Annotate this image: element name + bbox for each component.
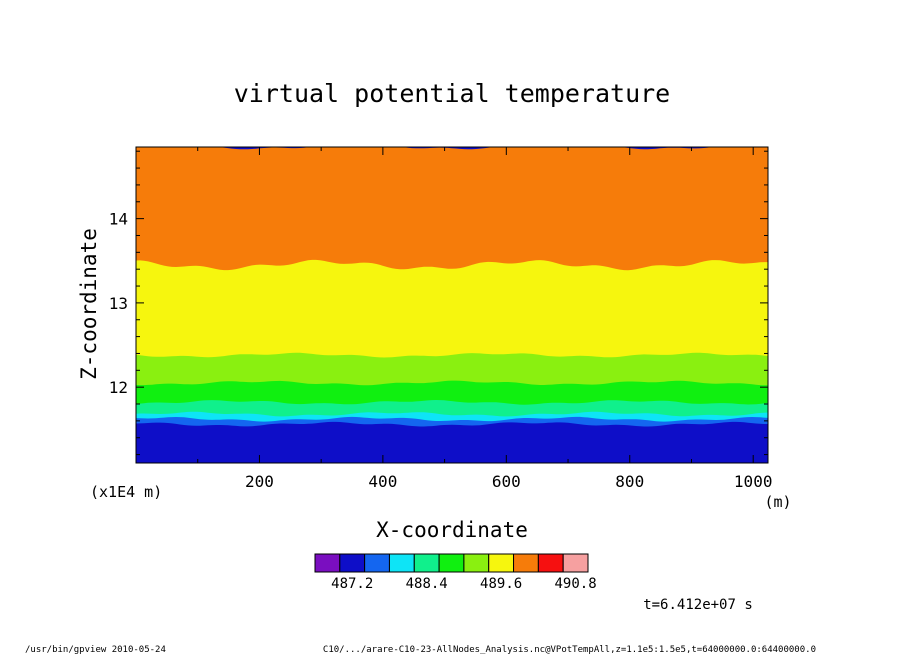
x-axis-label: X-coordinate (376, 518, 528, 542)
footer-left: /usr/bin/gpview 2010-05-24 (25, 645, 166, 654)
time-label: t=6.412e+07 s (643, 597, 753, 613)
x-tick-label: 800 (615, 472, 644, 491)
y-axis-label: Z-coordinate (77, 228, 101, 380)
y-tick-label: 13 (109, 294, 128, 313)
colorbar-tick-label: 488.4 (406, 576, 448, 592)
y-tick-label: 14 (109, 210, 128, 229)
x-tick-label: 1000 (734, 472, 773, 491)
colorbar-swatch (562, 553, 589, 573)
colorbar-tick-label: 490.8 (555, 576, 597, 592)
colorbar: 487.2 488.4 489.6 490.8 (314, 553, 597, 592)
x-unit-label: (m) (764, 493, 791, 511)
plot-frame (135, 146, 769, 464)
y-unit-label: (x1E4 m) (90, 483, 162, 501)
x-axis: 200 400 600 800 1000 (197, 147, 773, 491)
y-axis: 12 13 14 (109, 150, 768, 456)
colorbar-swatch (463, 553, 490, 573)
colorbar-tick-label: 487.2 (331, 576, 373, 592)
colorbar-swatch (339, 553, 366, 573)
colorbar-swatch (513, 553, 539, 573)
colorbar-swatch (314, 553, 341, 573)
chart-title: virtual potential temperature (234, 79, 671, 108)
colorbar-swatch (537, 553, 564, 573)
footer-right: C10/.../arare-C10-23-AllNodes_Analysis.n… (323, 645, 816, 654)
colorbar-tick-label: 489.6 (480, 576, 522, 592)
plot-area (135, 146, 769, 464)
y-tick-label: 12 (109, 378, 128, 397)
colorbar-swatch (388, 553, 415, 573)
x-tick-label: 200 (245, 472, 274, 491)
x-tick-label: 400 (368, 472, 397, 491)
x-tick-label: 600 (492, 472, 521, 491)
colorbar-swatch (488, 553, 515, 573)
contour-band (136, 421, 768, 463)
colorbar-swatch (413, 553, 440, 573)
colorbar-swatch (438, 553, 465, 573)
colorbar-swatch (364, 553, 390, 573)
